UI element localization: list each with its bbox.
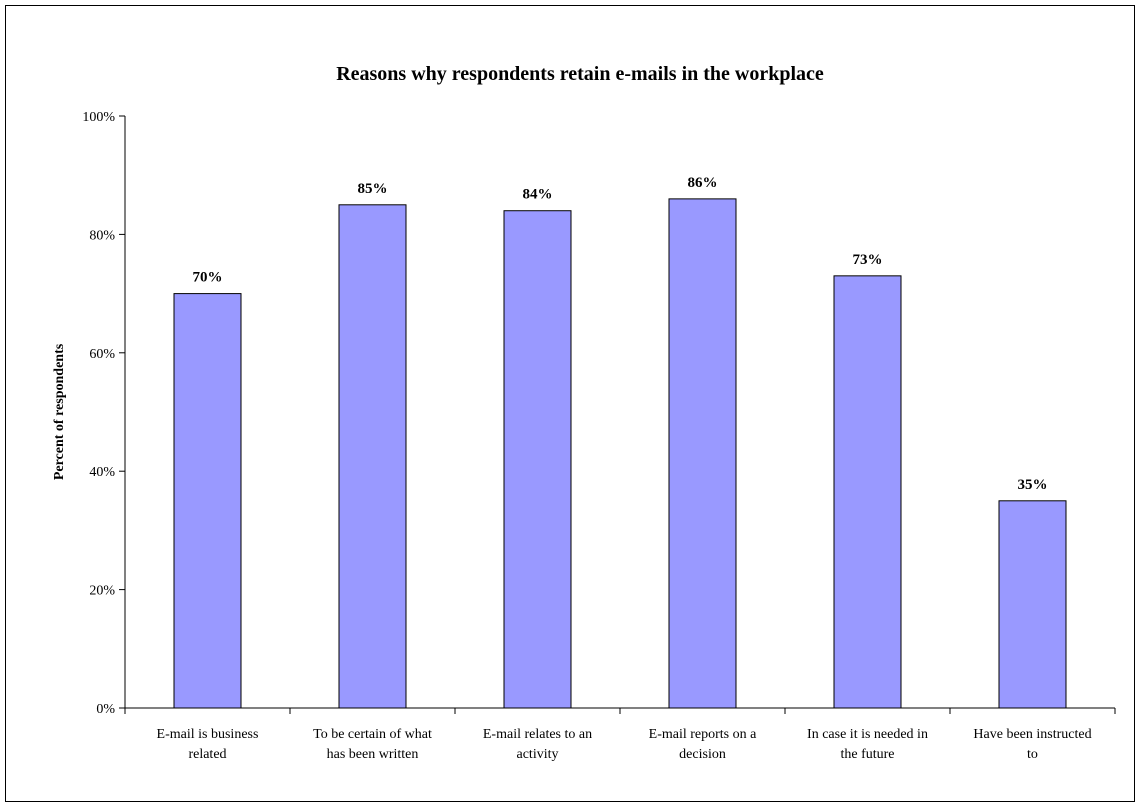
x-category-label-line: the future (840, 747, 894, 762)
x-category-label: E-mail relates to an activity (483, 727, 592, 762)
data-label: 35% (1018, 477, 1048, 493)
data-label: 86% (688, 175, 718, 191)
x-category-label-line: E-mail is business (157, 727, 259, 742)
data-label: 85% (358, 181, 388, 197)
x-category-label-line: decision (679, 747, 726, 762)
bar (668, 198, 737, 709)
y-axis: 0% 20% 40% 60% 80% 100% (82, 110, 126, 717)
bar (503, 210, 572, 709)
bar (998, 500, 1067, 709)
y-tick-label: 80% (89, 228, 115, 243)
x-category-label: To be certain of what has been written (313, 727, 432, 762)
y-tick-label: 40% (89, 465, 115, 480)
data-labels: 70% 85% 84% 86% 73% 35% (193, 175, 1048, 493)
x-category-label-line: activity (517, 747, 559, 762)
data-label: 70% (193, 270, 223, 286)
x-category-label-line: E-mail reports on a (649, 727, 757, 742)
y-tick-label: 0% (96, 702, 115, 717)
y-axis-label: Percent of respondents (52, 343, 67, 480)
bars (173, 198, 1067, 709)
y-tick-label: 20% (89, 584, 115, 599)
x-category-label: E-mail is business related (157, 727, 259, 762)
y-tick-label: 60% (89, 347, 115, 362)
x-axis (124, 707, 1116, 714)
x-category-label-line: E-mail relates to an (483, 727, 592, 742)
x-category-label: In case it is needed in the future (807, 727, 928, 762)
x-category-label-line: to (1027, 747, 1038, 762)
data-label: 84% (523, 187, 553, 203)
data-label: 73% (853, 252, 883, 268)
category-labels: E-mail is business related To be certain o… (157, 727, 1092, 762)
bar (173, 293, 242, 709)
x-category-label-line: In case it is needed in (807, 727, 928, 742)
x-category-label-line: has been written (327, 747, 419, 762)
chart-title: Reasons why respondents retain e-mails i… (336, 63, 824, 85)
x-category-label-line: To be certain of what (313, 727, 432, 742)
bar (833, 275, 902, 709)
x-category-label-line: related (188, 747, 226, 762)
x-category-label: Have been instructed to (973, 727, 1091, 762)
x-category-label: E-mail reports on a decision (649, 727, 757, 762)
x-category-label-line: Have been instructed (973, 727, 1091, 742)
bar (338, 204, 407, 709)
y-tick-label: 100% (82, 110, 115, 125)
